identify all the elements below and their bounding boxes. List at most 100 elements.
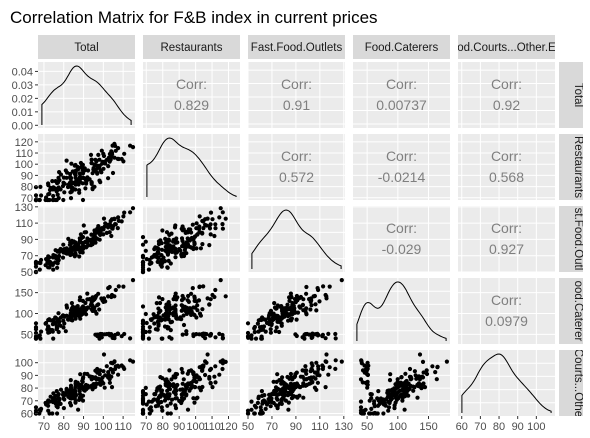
scatter-point	[174, 236, 179, 241]
scatter-point	[73, 306, 78, 311]
scatter-point	[212, 233, 217, 239]
scatter-point	[185, 382, 190, 387]
scatter-point	[33, 193, 39, 198]
scatter-point	[186, 293, 191, 299]
scatter-point	[360, 380, 365, 385]
scatter-point	[140, 304, 146, 309]
scatter-point	[73, 398, 78, 403]
scatter-point	[403, 371, 408, 376]
axis-ticks: 0.000.010.020.030.0470809010011012050709…	[12, 66, 546, 433]
scatter-point	[101, 296, 107, 301]
corr-value: 0.572	[279, 169, 314, 185]
panel-2-1	[140, 206, 240, 275]
corr-heading: Corr:	[491, 220, 522, 236]
scatter-point	[406, 393, 411, 398]
scatter-point	[213, 226, 218, 231]
scatter-point	[268, 308, 274, 313]
scatter-point	[268, 397, 273, 402]
scatter-point	[165, 403, 170, 408]
scatter-point	[255, 321, 260, 326]
scatter-point	[208, 366, 214, 371]
row-strip-label: Total	[572, 83, 584, 107]
scatter-point	[287, 298, 292, 303]
scatter-point	[253, 405, 259, 410]
scatter-point	[275, 372, 280, 377]
scatter-point	[143, 329, 148, 335]
scatter-point	[155, 319, 160, 324]
scatter-point	[33, 334, 39, 339]
scatter-point	[91, 298, 96, 303]
scatter-point	[302, 368, 307, 373]
panel-background	[143, 62, 240, 128]
scatter-point	[285, 302, 290, 307]
scatter-point	[163, 316, 168, 321]
scatter-point	[33, 408, 39, 413]
column-strip-label: od.Courts...Other.E	[457, 42, 556, 54]
scatter-point	[169, 377, 174, 382]
correlation-label: Corr: -0.029	[382, 220, 422, 257]
panel-4-2	[245, 350, 345, 416]
scatter-point	[392, 392, 398, 397]
scatter-point	[140, 318, 146, 323]
scatter-point	[85, 291, 90, 296]
scatter-point	[181, 305, 186, 310]
scatter-point	[324, 294, 329, 299]
scatter-point	[339, 359, 344, 364]
scatter-point	[68, 316, 73, 321]
scatter-point	[213, 287, 218, 293]
scatter-point	[171, 244, 176, 249]
scatter-point	[80, 168, 85, 173]
scatter-point	[77, 190, 82, 195]
panel-3-4	[458, 278, 555, 344]
scatter-point	[80, 398, 86, 403]
scatter-point	[190, 286, 195, 291]
scatter-point	[69, 392, 74, 397]
scatter-point	[327, 365, 332, 370]
scatter-point	[223, 359, 228, 364]
panel-4-0	[33, 350, 136, 416]
scatter-point	[208, 222, 213, 227]
y-tick-label: 100	[15, 358, 33, 370]
scatter-point	[317, 299, 322, 304]
scatter-point	[173, 255, 178, 260]
scatter-point	[164, 239, 169, 244]
scatter-point	[61, 325, 66, 330]
scatter-point	[362, 363, 367, 368]
scatter-point	[155, 399, 160, 404]
panel-3-1	[140, 278, 240, 344]
scatter-point	[140, 334, 146, 339]
scatter-point	[369, 392, 374, 397]
scatter-point	[290, 311, 295, 317]
x-tick-label: 100	[389, 421, 407, 433]
scatter-point	[245, 330, 251, 336]
scatter-point	[287, 386, 292, 391]
scatter-point	[112, 155, 117, 160]
y-tick-label: 0.03	[12, 80, 33, 92]
scatter-point	[140, 393, 146, 398]
scatter-point	[175, 240, 180, 245]
scatter-point	[91, 236, 96, 241]
scatter-point	[140, 398, 146, 403]
scatter-point	[179, 236, 185, 241]
scatter-point	[86, 305, 91, 310]
scatter-point	[107, 284, 112, 290]
y-tick-label: 0.02	[12, 93, 33, 105]
scatter-point	[302, 336, 307, 341]
scatter-point	[167, 311, 172, 316]
scatter-point	[420, 359, 426, 364]
scatter-point	[130, 206, 136, 211]
scatter-point	[184, 251, 189, 256]
scatter-point	[63, 168, 68, 173]
scatter-point	[113, 222, 118, 227]
scatter-point	[203, 222, 208, 227]
corr-value: 0.0979	[485, 313, 528, 329]
row-strip	[559, 206, 583, 272]
scatter-point	[279, 378, 284, 384]
scatter-point	[168, 261, 173, 266]
scatter-point	[208, 210, 214, 215]
scatter-point	[180, 381, 185, 386]
scatter-point	[386, 391, 391, 396]
scatter-point	[402, 385, 408, 390]
scatter-point	[174, 396, 179, 401]
panel-background	[353, 134, 450, 200]
